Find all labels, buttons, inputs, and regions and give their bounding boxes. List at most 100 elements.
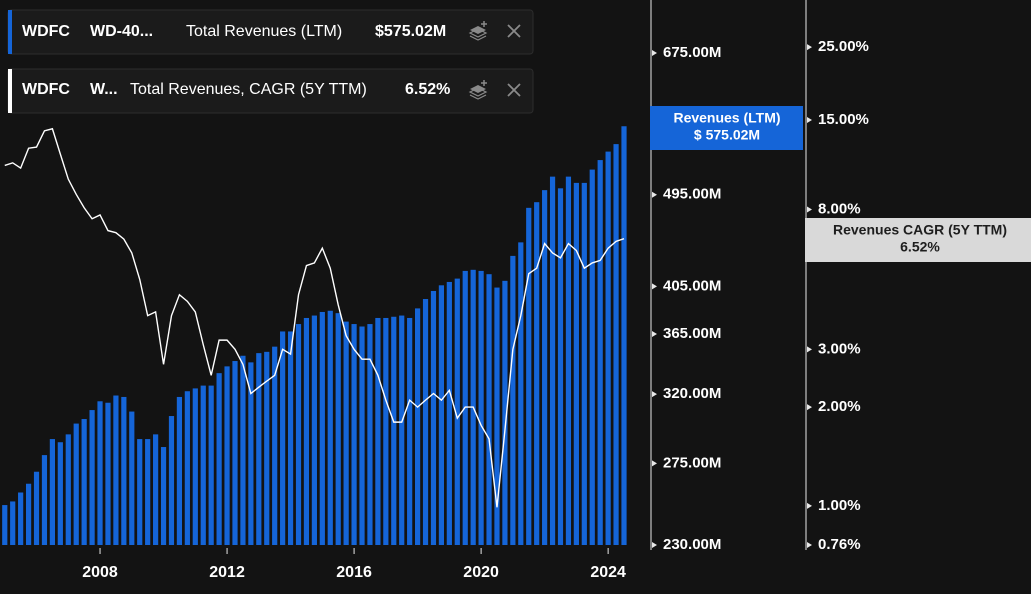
bar bbox=[565, 176, 572, 545]
callout: Revenues CAGR (5Y TTM)6.52% bbox=[805, 218, 1031, 262]
y2-tick-label: 25.00% bbox=[818, 38, 869, 55]
legend-value: 6.52% bbox=[405, 81, 450, 98]
bar bbox=[57, 442, 63, 545]
bar bbox=[454, 278, 460, 545]
bar bbox=[153, 434, 159, 545]
y-tick-label: 275.00M bbox=[663, 454, 721, 471]
bar bbox=[113, 395, 119, 545]
close-icon[interactable] bbox=[507, 83, 521, 97]
bar bbox=[295, 324, 302, 545]
y-tick bbox=[652, 391, 657, 398]
bar bbox=[383, 317, 389, 545]
bar bbox=[414, 308, 421, 545]
legend-value: $575.02M bbox=[375, 23, 446, 40]
bar bbox=[200, 385, 206, 545]
bar bbox=[105, 402, 111, 545]
x-tick-label: 2008 bbox=[82, 564, 118, 581]
bar bbox=[549, 176, 556, 545]
bar bbox=[573, 182, 579, 545]
callout-title: Revenues (LTM) bbox=[673, 110, 780, 126]
bar bbox=[256, 353, 262, 545]
layers-icon[interactable] bbox=[468, 80, 488, 100]
y2-tick-label: 3.00% bbox=[818, 340, 861, 357]
bar bbox=[542, 190, 548, 545]
bar bbox=[287, 331, 294, 545]
bar bbox=[430, 290, 437, 545]
bar bbox=[486, 274, 492, 545]
bar bbox=[65, 434, 71, 545]
y2-tick-label: 8.00% bbox=[818, 200, 861, 217]
legend-item[interactable]: WDFC W... Total Revenues, CAGR (5Y TTM) … bbox=[7, 68, 534, 114]
legend-company: W... bbox=[90, 81, 118, 98]
y2-tick bbox=[807, 502, 812, 509]
legend-swatch bbox=[8, 10, 12, 54]
callout-title: Revenues CAGR (5Y TTM) bbox=[833, 222, 1007, 238]
bar bbox=[446, 281, 452, 545]
bar bbox=[145, 439, 151, 545]
legend-ticker: WDFC bbox=[22, 81, 70, 98]
y2-tick bbox=[807, 346, 812, 353]
y2-tick bbox=[807, 542, 812, 548]
bar bbox=[41, 455, 48, 545]
bar bbox=[10, 501, 16, 545]
legend-item[interactable]: WDFC WD-40... Total Revenues (LTM) $575.… bbox=[7, 9, 534, 55]
bar bbox=[2, 505, 8, 545]
bar bbox=[303, 317, 310, 545]
x-tick-label: 2024 bbox=[590, 564, 626, 581]
bar bbox=[264, 351, 270, 545]
callout: Revenues (LTM) $ 575.02M bbox=[650, 106, 803, 150]
legend-label: Total Revenues, CAGR (5Y TTM) bbox=[130, 81, 367, 98]
bar bbox=[168, 416, 175, 545]
bar bbox=[18, 492, 24, 545]
bar bbox=[351, 324, 357, 545]
bar bbox=[216, 373, 222, 545]
y-tick-label: 405.00M bbox=[663, 277, 721, 294]
bar bbox=[192, 388, 198, 545]
bar bbox=[73, 423, 79, 545]
bar bbox=[137, 439, 143, 545]
bar bbox=[621, 126, 627, 546]
bar bbox=[343, 321, 349, 545]
bar bbox=[311, 315, 317, 545]
bar bbox=[33, 471, 40, 545]
bar bbox=[129, 411, 135, 545]
y-tick-label: 320.00M bbox=[663, 385, 721, 402]
bar bbox=[494, 287, 500, 545]
y-tick bbox=[652, 49, 657, 56]
bar bbox=[240, 355, 246, 545]
bar bbox=[160, 447, 167, 545]
bar bbox=[89, 410, 95, 545]
bar bbox=[248, 362, 254, 545]
bar bbox=[581, 182, 587, 545]
bar bbox=[121, 396, 127, 545]
y2-tick-label: 15.00% bbox=[818, 111, 869, 128]
y2-tick bbox=[807, 116, 812, 123]
close-icon[interactable] bbox=[507, 24, 521, 38]
y2-tick-label: 0.76% bbox=[818, 536, 861, 553]
bar bbox=[327, 310, 333, 545]
callout-value: $ 575.02M bbox=[694, 127, 760, 143]
bar bbox=[422, 299, 429, 545]
legend-label: Total Revenues (LTM) bbox=[186, 23, 342, 40]
bar bbox=[81, 419, 87, 545]
y-tick-label: 365.00M bbox=[663, 325, 721, 342]
layers-icon[interactable] bbox=[468, 21, 488, 41]
bar bbox=[407, 317, 413, 545]
y2-tick-label: 2.00% bbox=[818, 398, 861, 415]
y-tick bbox=[652, 542, 657, 548]
bar bbox=[367, 324, 373, 545]
bar bbox=[49, 439, 55, 545]
bar bbox=[224, 366, 230, 545]
bar bbox=[534, 202, 540, 545]
y-tick-label: 230.00M bbox=[663, 536, 721, 553]
y2-tick bbox=[807, 44, 812, 51]
bar bbox=[438, 285, 445, 545]
bar bbox=[613, 144, 619, 545]
bar bbox=[502, 280, 508, 545]
bar bbox=[97, 401, 103, 545]
y-tick bbox=[652, 460, 657, 467]
x-tick-label: 2012 bbox=[209, 564, 245, 581]
y-tick-label: 495.00M bbox=[663, 186, 721, 203]
